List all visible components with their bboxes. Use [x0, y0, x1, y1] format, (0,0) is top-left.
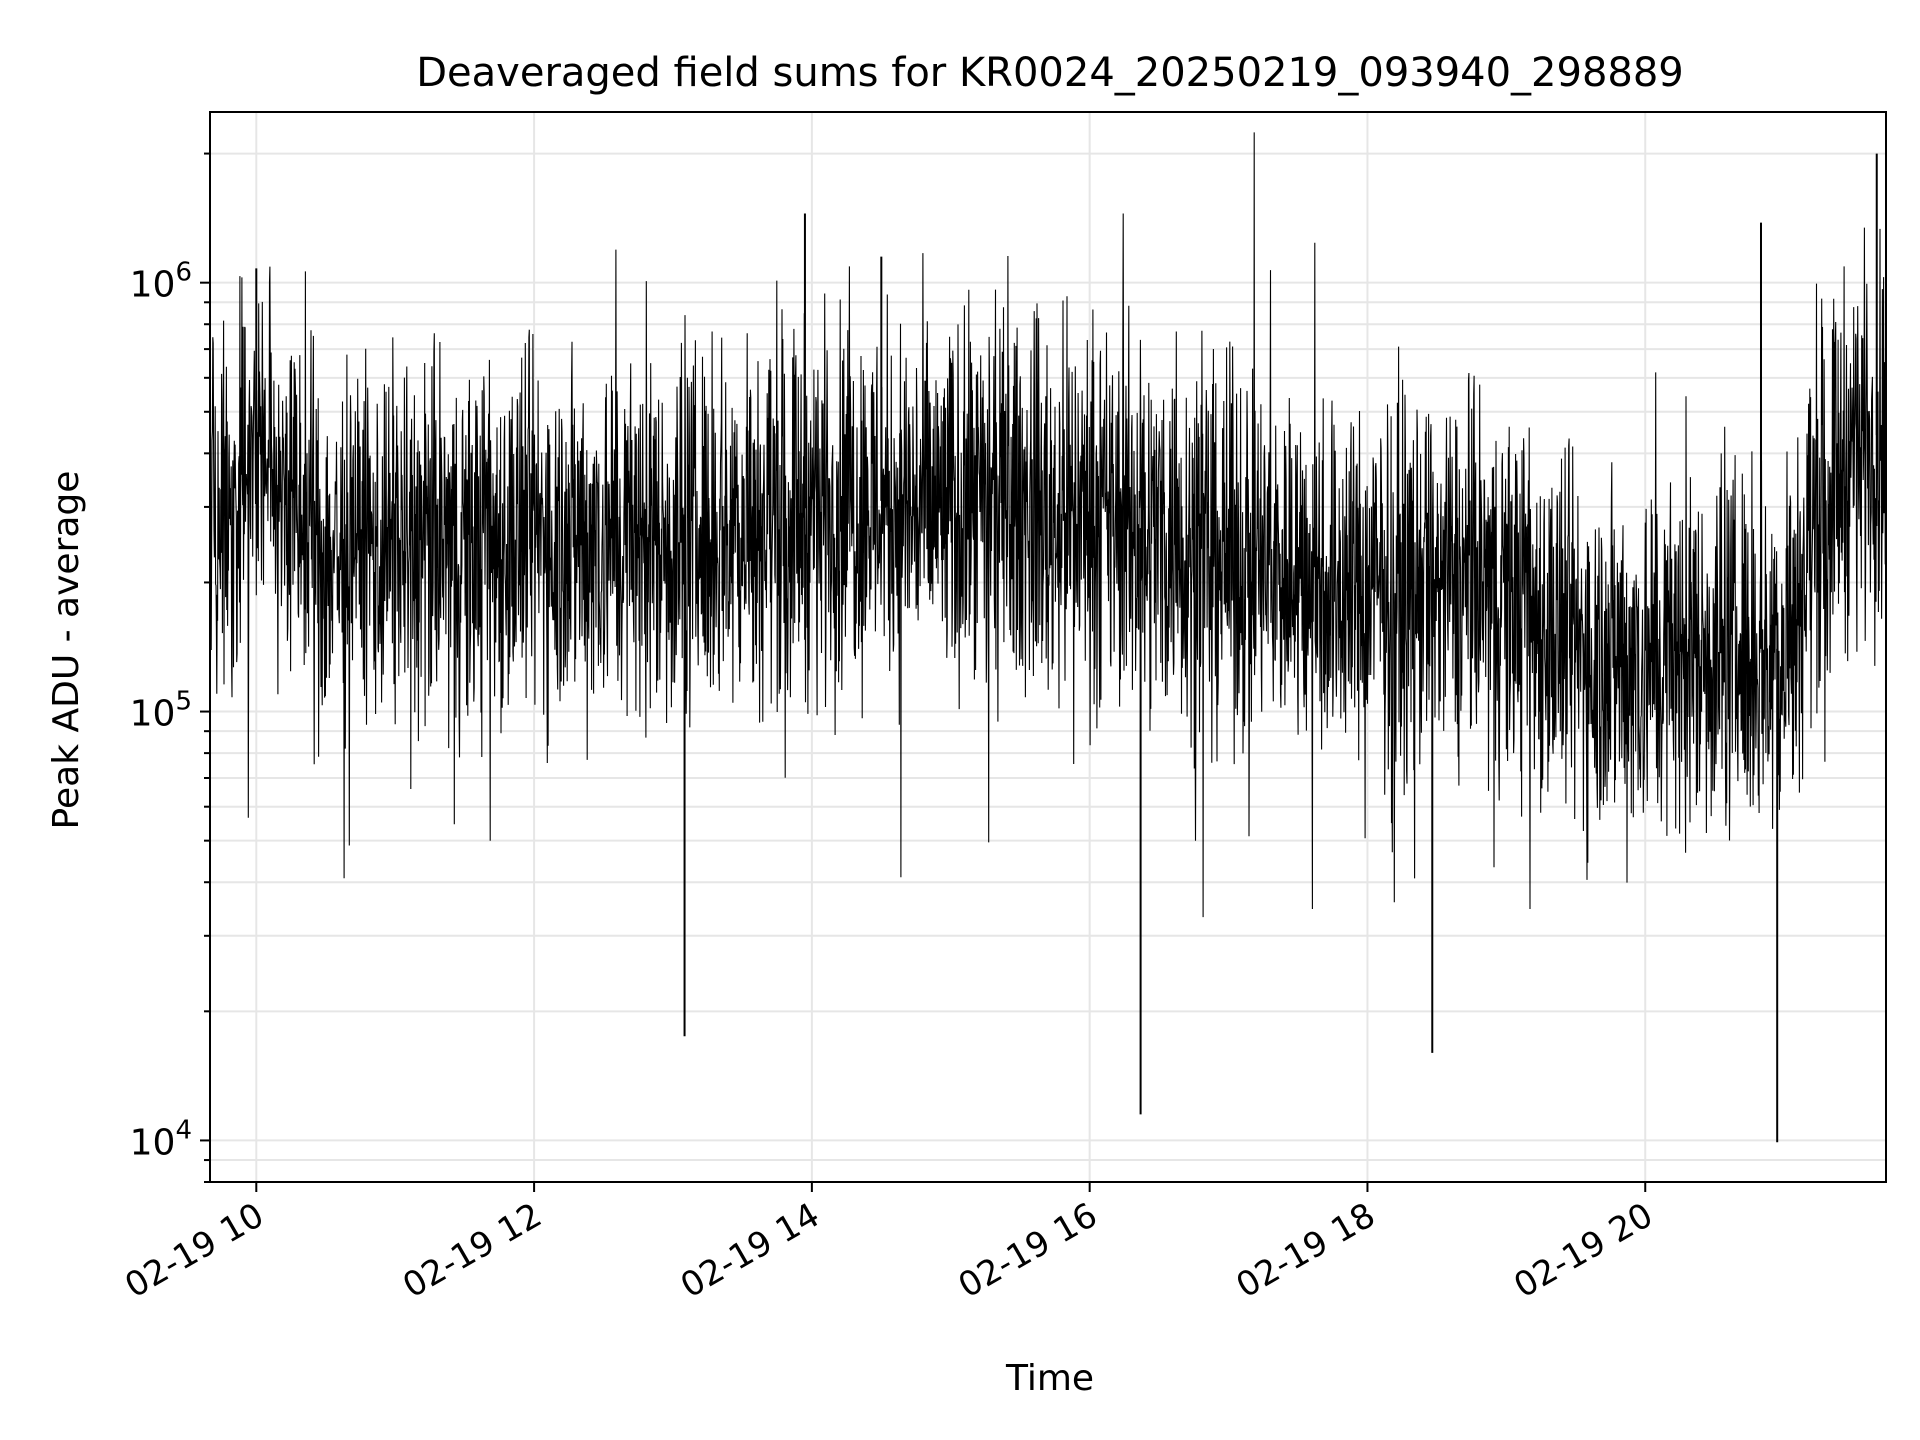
- y-tick-label: 105: [130, 687, 192, 735]
- plot-frame: [209, 111, 1887, 1183]
- y-tick-base: 10: [130, 694, 176, 735]
- y-axis-label: Peak ADU - average: [46, 471, 87, 830]
- y-tick-exponent: 5: [175, 687, 192, 717]
- y-tick-base: 10: [130, 1122, 176, 1163]
- series-line: [209, 132, 1887, 918]
- y-tick-exponent: 6: [175, 258, 192, 288]
- chart-title: Deaveraged field sums for KR0024_2025021…: [416, 50, 1684, 96]
- y-tick-base: 10: [130, 265, 176, 306]
- y-tick-label: 104: [130, 1115, 192, 1163]
- y-tick-label: 106: [130, 258, 192, 306]
- data-series: [209, 132, 1887, 1143]
- x-axis-label: Time: [1005, 1358, 1094, 1399]
- y-tick-exponent: 4: [175, 1115, 192, 1145]
